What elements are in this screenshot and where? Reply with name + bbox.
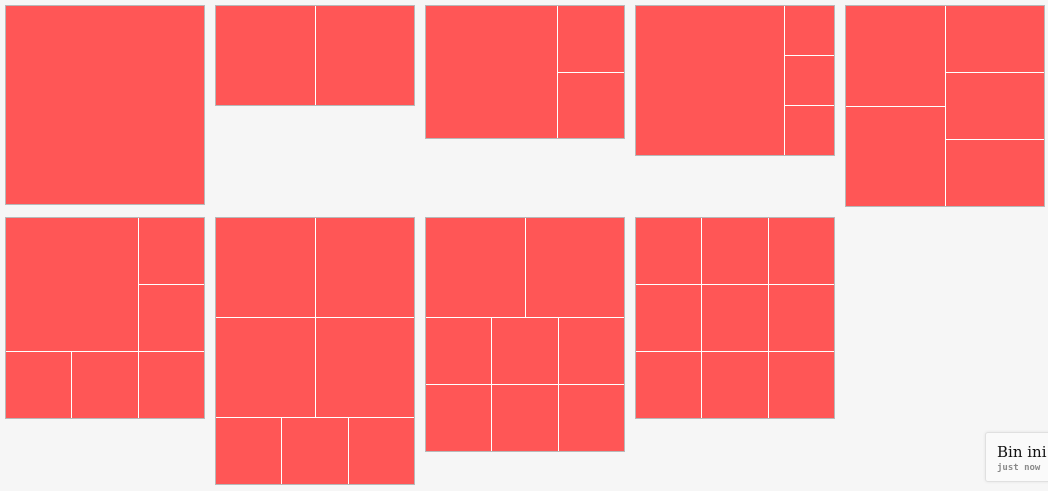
layout-7-grid[interactable] xyxy=(215,217,415,485)
layout-cell xyxy=(315,218,414,317)
notification-toast[interactable]: Bin ini just now xyxy=(985,432,1048,482)
layout-cell xyxy=(636,285,702,351)
layout-cell xyxy=(945,6,1044,72)
layout-cell xyxy=(426,385,492,451)
layout-cell xyxy=(6,218,138,351)
layout-cell xyxy=(846,106,945,206)
layout-cell xyxy=(558,385,624,451)
layout-cell xyxy=(945,140,1044,206)
layout-cell xyxy=(702,218,768,284)
layout-cell xyxy=(636,218,702,284)
layout-cell xyxy=(702,352,768,418)
layout-cell xyxy=(784,106,834,155)
layout-cell xyxy=(768,218,834,284)
toast-title: Bin ini xyxy=(997,443,1047,461)
toast-timestamp: just now xyxy=(997,463,1041,473)
layout-cell xyxy=(492,318,558,384)
layout-cell xyxy=(216,418,282,484)
layout-5-grid[interactable] xyxy=(845,5,1045,207)
layout-cell xyxy=(348,418,414,484)
layout-cell xyxy=(492,385,558,451)
layout-cell xyxy=(315,6,414,105)
layout-cell xyxy=(558,6,624,72)
layout-cell xyxy=(216,6,315,105)
layout-6-grid[interactable] xyxy=(5,217,205,419)
layout-cell xyxy=(216,318,315,417)
layout-cell xyxy=(282,418,348,484)
layout-3-grid[interactable] xyxy=(425,5,625,139)
layout-cell xyxy=(315,318,414,417)
layout-cell xyxy=(784,56,834,105)
layout-cell xyxy=(426,318,492,384)
layout-cell xyxy=(138,218,204,284)
layout-4-grid[interactable] xyxy=(635,5,835,156)
layout-cell xyxy=(768,285,834,351)
layout-cell xyxy=(138,352,204,418)
layout-cell xyxy=(426,6,558,138)
layout-9-grid[interactable] xyxy=(635,217,835,419)
layout-cell xyxy=(426,218,525,317)
layout-cell xyxy=(702,285,768,351)
layout-cell xyxy=(636,352,702,418)
layout-cell xyxy=(558,72,624,138)
layout-cell xyxy=(525,218,624,317)
layout-cell xyxy=(784,6,834,55)
layout-cell xyxy=(558,318,624,384)
layout-cell xyxy=(6,6,204,204)
layout-1-grid[interactable] xyxy=(5,5,205,205)
layout-cell xyxy=(138,285,204,351)
layout-8-grid[interactable] xyxy=(425,217,625,452)
layout-cell xyxy=(945,73,1044,139)
layout-2-grid[interactable] xyxy=(215,5,415,106)
layout-cell xyxy=(636,6,784,155)
layout-cell xyxy=(846,6,945,106)
layout-cell xyxy=(768,352,834,418)
layout-cell xyxy=(216,218,315,317)
layout-cell xyxy=(72,352,138,418)
layout-cell xyxy=(6,352,72,418)
